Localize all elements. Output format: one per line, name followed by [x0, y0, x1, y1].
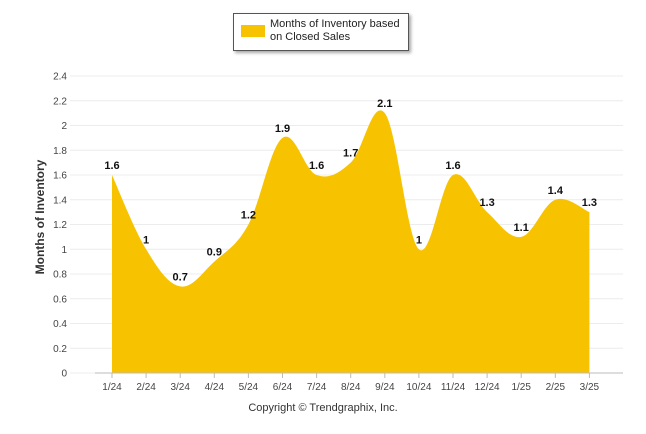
data-label: 2.1 — [377, 98, 392, 110]
x-tick-label: 4/24 — [205, 382, 225, 393]
y-tick-label: 2.4 — [53, 72, 67, 83]
y-tick-label: 0.8 — [53, 270, 67, 281]
y-tick-label: 0.6 — [53, 294, 67, 305]
data-label: 1 — [416, 234, 422, 246]
x-tick-label: 6/24 — [273, 382, 293, 393]
data-label: 1.1 — [514, 222, 529, 234]
y-tick-label: 1 — [61, 245, 67, 256]
data-label: 0.9 — [207, 247, 222, 259]
legend-swatch — [241, 25, 265, 37]
x-tick-label: 2/24 — [136, 382, 156, 393]
data-label: 1.4 — [548, 185, 564, 197]
y-tick-label: 2.2 — [53, 96, 67, 107]
y-tick-label: 0 — [61, 369, 67, 380]
y-tick-label: 0.2 — [53, 344, 67, 355]
y-tick-label: 2 — [61, 121, 67, 132]
y-tick-label: 1.4 — [53, 195, 67, 206]
y-tick-label: 0.4 — [53, 319, 67, 330]
y-tick-label: 1.2 — [53, 220, 67, 231]
series-area — [112, 110, 590, 373]
x-tick-label: 10/24 — [406, 382, 431, 393]
copyright-text: Copyright © Trendgraphix, Inc. — [248, 402, 398, 414]
x-tick-label: 9/24 — [375, 382, 395, 393]
x-axis-ticks: 1/24 2/24 3/24 4/24 5/24 6/24 7/24 8/24 9/24 10/2… — [102, 373, 600, 393]
data-label: 1.6 — [309, 160, 324, 172]
x-tick-label: 2/25 — [546, 382, 566, 393]
data-label: 1.3 — [479, 197, 494, 209]
data-label: 1.7 — [343, 148, 358, 160]
x-tick-label: 5/24 — [239, 382, 259, 393]
y-axis-title: Months of Inventory — [33, 159, 47, 275]
legend-label: Months of Inventory based on Closed Sale… — [270, 18, 400, 43]
data-label: 1.9 — [275, 123, 290, 135]
data-label: 1.6 — [445, 160, 460, 172]
x-tick-label: 7/24 — [307, 382, 327, 393]
x-tick-label: 3/24 — [170, 382, 190, 393]
x-tick-label: 11/24 — [441, 382, 466, 393]
x-tick-label: 12/24 — [475, 382, 500, 393]
legend: Months of Inventory based on Closed Sale… — [233, 13, 409, 51]
x-tick-label: 1/25 — [511, 382, 531, 393]
data-label: 1 — [143, 234, 149, 246]
data-label: 1.2 — [241, 210, 256, 222]
data-labels: 1.6 1 0.7 0.9 1.2 1.9 1.6 1.7 2.1 1 1.6 1.3 1.1 1.4 1.… — [104, 98, 597, 283]
x-tick-label: 3/25 — [580, 382, 600, 393]
x-tick-label: 8/24 — [341, 382, 361, 393]
y-tick-label: 1.8 — [53, 146, 67, 157]
data-label: 1.6 — [104, 160, 119, 172]
x-tick-label: 1/24 — [102, 382, 122, 393]
data-label: 1.3 — [582, 197, 597, 209]
y-axis-ticks: 0 0.2 0.4 0.6 0.8 1 1.2 1.4 1.6 1.8 2 2.2 2.4 — [53, 72, 67, 380]
data-label: 0.7 — [173, 271, 188, 283]
y-tick-label: 1.6 — [53, 171, 67, 182]
